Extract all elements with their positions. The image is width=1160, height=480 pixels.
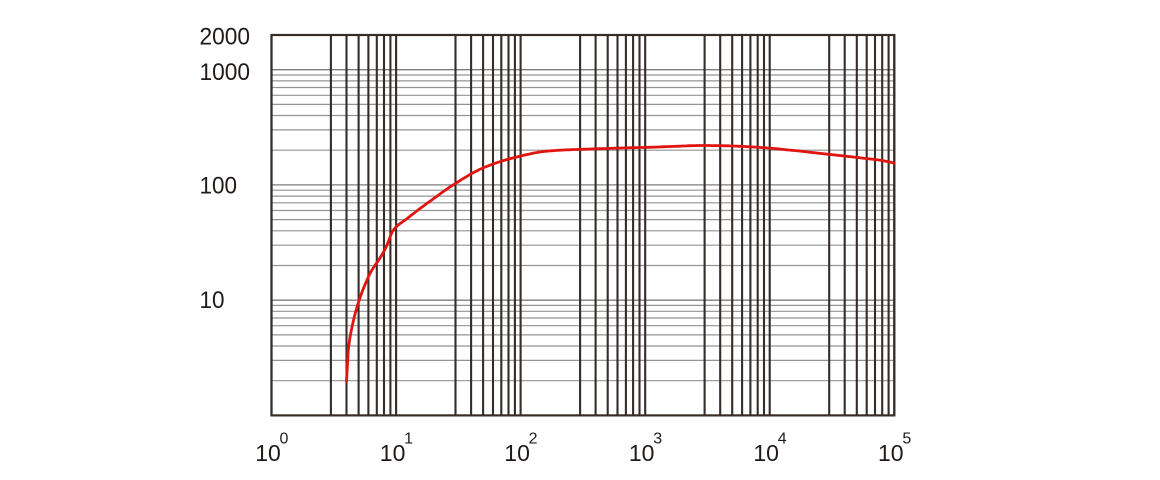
svg-text:0: 0 (280, 431, 289, 448)
svg-text:10: 10 (878, 440, 904, 466)
svg-text:2: 2 (529, 431, 538, 448)
svg-text:3: 3 (653, 431, 662, 448)
svg-text:4: 4 (778, 431, 787, 448)
svg-text:10: 10 (255, 440, 281, 466)
svg-text:10: 10 (200, 287, 225, 314)
svg-text:1: 1 (404, 431, 413, 448)
svg-text:10: 10 (629, 440, 655, 466)
svg-text:1000: 1000 (200, 59, 251, 86)
svg-text:100: 100 (200, 173, 238, 200)
svg-text:2000: 2000 (200, 24, 251, 51)
svg-text:10: 10 (753, 440, 779, 466)
svg-text:10: 10 (380, 440, 406, 466)
svg-text:5: 5 (902, 431, 911, 448)
svg-text:10: 10 (504, 440, 530, 466)
